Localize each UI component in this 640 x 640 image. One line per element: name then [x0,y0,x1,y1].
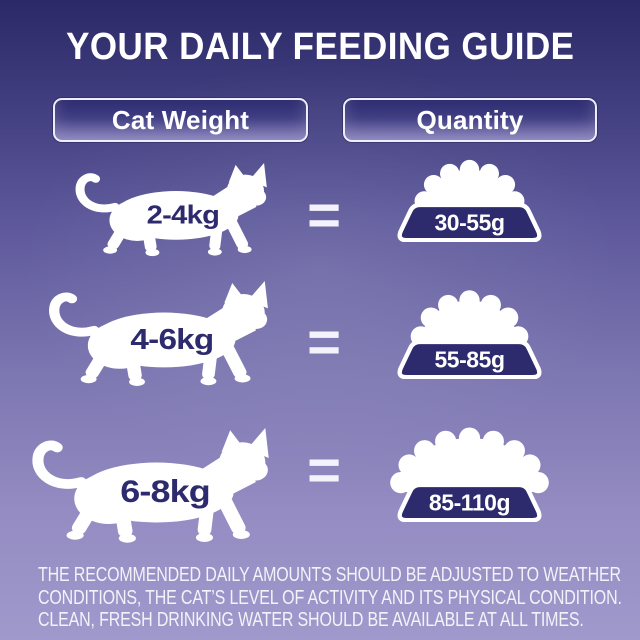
page-title-text: YOUR DAILY FEEDING GUIDE [65,26,575,68]
quantity-value: 85-110g [429,490,510,516]
cat-silhouette-icon: 2-4kg [72,163,280,258]
cat-weight-header-label: Cat Weight [111,104,250,135]
equals-sign: = [307,182,341,248]
column-header-cat-weight: Cat Weight [53,98,308,142]
footer-note: THE RECOMMENDED DAILY AMOUNTS SHOULD BE … [38,564,622,632]
cat-weight-value: 2-4kg [147,200,220,229]
food-bowl-icon: 30-55g [397,159,542,242]
cat-weight-value: 4-6kg [130,323,213,355]
kibble-pile-icon [390,427,549,494]
footer-line-text: CLEAN, FRESH DRINKING WATER SHOULD BE AV… [38,609,584,631]
column-header-quantity: Quantity [343,98,597,142]
footer-line-text: CONDITIONS, THE CAT’S LEVEL OF ACTIVITY … [38,586,622,609]
food-bowl-icon: 55-85g [397,290,542,379]
cat-silhouette-icon: 4-6kg [45,281,283,388]
equals-sign: = [307,437,341,503]
cat-silhouette-icon: 6-8kg [28,428,285,545]
equals-sign: = [307,309,341,375]
quantity-value: 55-85g [434,347,504,373]
quantity-header-label: Quantity [416,104,524,135]
bowl-shape [397,339,542,379]
cat-weight-value: 6-8kg [120,474,210,509]
footer-line: CLEAN, FRESH DRINKING WATER SHOULD BE AV… [38,609,618,632]
footer-line-text: THE RECOMMENDED DAILY AMOUNTS SHOULD BE … [38,564,621,586]
food-bowl-icon: 85-110g [390,427,549,522]
quantity-value: 30-55g [434,210,504,236]
bowl-shape [397,202,542,242]
footer-line: THE RECOMMENDED DAILY AMOUNTS SHOULD BE … [38,564,621,587]
bowl-shape [397,482,542,522]
footer-line: CONDITIONS, THE CAT’S LEVEL OF ACTIVITY … [38,587,622,610]
page-title: YOUR DAILY FEEDING GUIDE [0,27,640,67]
